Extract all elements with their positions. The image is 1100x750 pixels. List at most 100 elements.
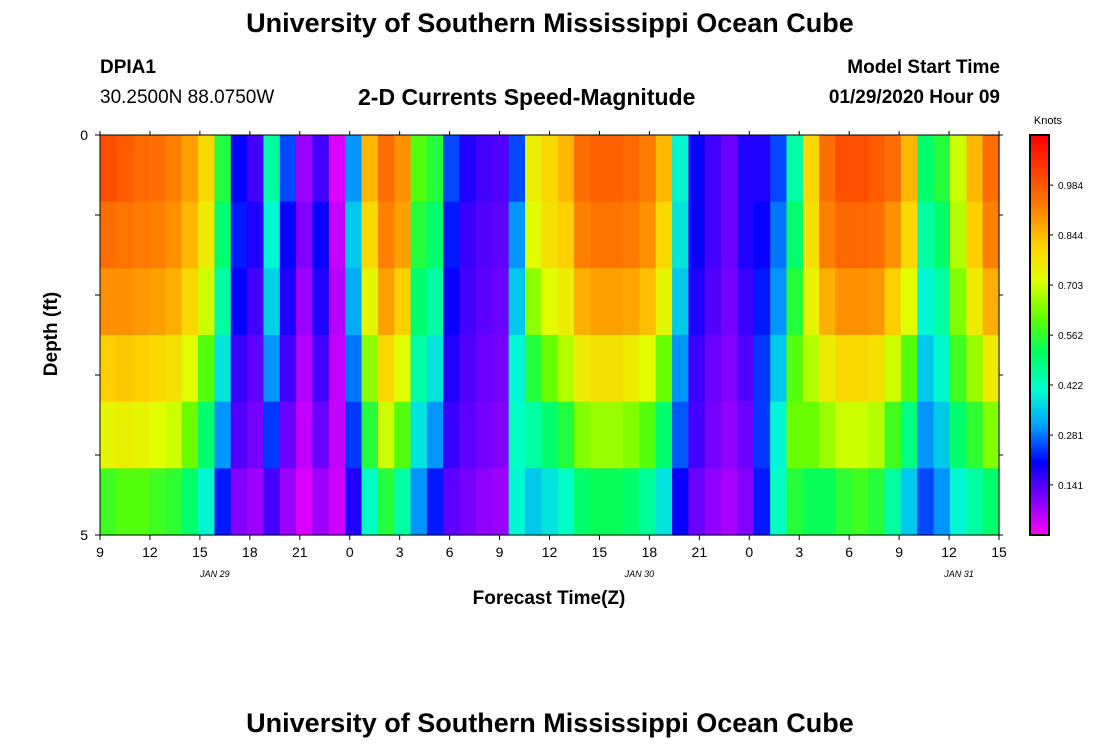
colorbar-gradient [1029,134,1050,536]
heatmap-cell [606,401,624,469]
heatmap-cell [737,468,755,536]
heatmap-cell [623,201,640,269]
heatmap-cell [214,401,232,469]
heatmap-cell [819,268,837,336]
heatmap-cell [459,201,477,269]
heatmap-cell [165,201,183,269]
model-start-value: 01/29/2020 Hour 09 [828,87,1000,108]
heatmap-cell [590,401,608,469]
heatmap-cell [982,335,1000,403]
heatmap-cell [198,268,216,336]
heatmap-cell [492,335,510,403]
colorbar-tick-label: 0.703 [1058,281,1083,292]
plot-title: 2-D Currents Speed-Magnitude [358,84,696,110]
heatmap-cell [574,135,591,203]
heatmap-cell [721,135,739,203]
heatmap-cell [835,468,853,536]
heatmap-cell [377,335,395,403]
heatmap-cell [524,135,542,203]
heatmap-cell [590,268,608,336]
heatmap-cell [900,201,918,269]
heatmap-cell [475,135,493,203]
heatmap-cell [149,468,166,536]
heatmap-cell [590,335,608,403]
heatmap-cell [296,201,314,269]
heatmap-cell [590,135,608,203]
heatmap-cell [721,268,739,336]
heatmap-cell [982,268,1000,336]
heatmap-cell [884,401,902,469]
heatmap-cell [802,135,820,203]
heatmap-cell [132,201,150,269]
heatmap-cell [786,335,804,403]
heatmap-cell [100,468,117,536]
heatmap-cell [524,468,542,536]
heatmap-cell [672,135,690,203]
heatmap-cell [524,201,542,269]
heatmap-cell [410,335,428,403]
heatmap-cell [737,135,755,203]
x-tick-label: 9 [96,544,104,560]
heatmap-cell [230,268,248,336]
heatmap-cell [704,335,722,403]
heatmap-cell [492,201,510,269]
heatmap-cell [394,401,412,469]
heatmap-cell [116,401,134,469]
heatmap-cell [753,268,771,336]
heatmap-cell [426,401,444,469]
heatmap-cell [312,401,330,469]
heatmap-cell [949,401,967,469]
heatmap-cell [933,468,951,536]
heatmap-cell [835,135,853,203]
heatmap-cell [753,201,771,269]
colorbar-tick-label: 0.141 [1058,481,1083,492]
heatmap-cell [247,135,265,203]
heatmap-cell [312,268,330,336]
heatmap-cell [541,135,559,203]
heatmap-cell [753,468,771,536]
x-axis-label: Forecast Time(Z) [473,588,626,609]
heatmap-cell [819,201,837,269]
heatmap-cell [377,468,395,536]
heatmap-cell [917,468,935,536]
x-tick-label: 18 [242,544,258,560]
heatmap-cell [459,335,477,403]
x-date-label: JAN 31 [943,569,974,579]
x-tick-label: 6 [446,544,454,560]
heatmap-cell [165,135,183,203]
heatmap-cell [933,201,951,269]
heatmap-cell [949,335,967,403]
heatmap-cell [574,401,591,469]
heatmap-cell [557,135,575,203]
heatmap-cell [475,468,493,536]
heatmap-cell [345,135,363,203]
heatmap-cell [704,268,722,336]
heatmap-cell [802,401,820,469]
heatmap-cell [819,135,837,203]
heatmap-cell [181,135,199,203]
heatmap-cell [132,135,150,203]
heatmap-cell [851,201,869,269]
heatmap-cell [443,201,461,269]
heatmap-cell [966,135,984,203]
heatmap-cell [247,401,265,469]
heatmap-cell [263,268,281,336]
heatmap-cell [949,268,967,336]
heatmap-cell [623,335,640,403]
colorbar-tick-label: 0.984 [1058,181,1083,192]
x-date-label: JAN 29 [199,569,230,579]
heatmap-cell [524,335,542,403]
heatmap-cell [639,135,657,203]
heatmap-cell [328,268,346,336]
heatmap-cell [116,135,134,203]
heatmap-cell [868,201,886,269]
heatmap-cell [688,135,706,203]
heatmap-cell [459,468,477,536]
heatmap-cell [819,401,837,469]
heatmap-cell [639,201,657,269]
heatmap-cell [574,268,591,336]
heatmap-cell [786,201,804,269]
heatmap-cell [181,468,199,536]
heatmap-cell [623,268,640,336]
